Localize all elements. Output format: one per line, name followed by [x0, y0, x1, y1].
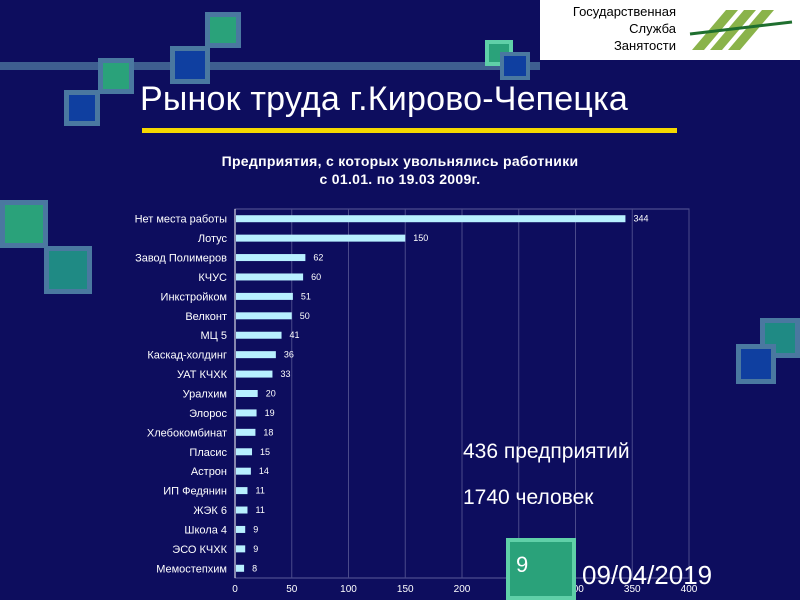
data-label: 33	[280, 369, 290, 379]
org-name-line3: Занятости	[613, 38, 676, 53]
deco-square	[736, 344, 776, 384]
x-tick-label: 200	[454, 584, 471, 595]
bar	[236, 428, 256, 436]
chart-title-line2: с 01.01. по 19.03 2009г.	[319, 171, 481, 187]
bar	[236, 390, 258, 397]
bar	[236, 331, 282, 339]
category-label: Пласис	[189, 447, 227, 459]
bar	[236, 254, 306, 262]
data-label: 14	[259, 466, 269, 476]
x-tick-label: 400	[681, 584, 698, 595]
category-label: Лотус	[198, 233, 228, 245]
bar	[236, 545, 246, 553]
category-label: Школа 4	[184, 524, 227, 536]
category-label: УАТ КЧХК	[177, 369, 228, 381]
category-label: МЦ 5	[201, 330, 227, 342]
category-label: Уралхим	[183, 389, 227, 401]
org-name-line2: Служба	[629, 21, 676, 36]
bar	[236, 564, 245, 572]
bar	[236, 292, 293, 300]
enterprises-count: 436 предприятий	[463, 440, 630, 463]
data-label: 50	[300, 311, 310, 321]
deco-square	[0, 200, 48, 248]
data-label: 36	[284, 350, 294, 360]
category-label: Нет места работы	[135, 214, 228, 226]
deco-square	[98, 58, 134, 94]
bar	[236, 312, 292, 320]
bar	[236, 370, 273, 378]
category-label: Велконт	[185, 311, 227, 323]
data-label: 41	[290, 330, 300, 340]
x-tick-label: 100	[340, 584, 357, 595]
deco-square	[760, 318, 800, 358]
bar	[236, 409, 257, 417]
data-label: 150	[413, 233, 428, 243]
bar	[236, 487, 248, 495]
page-number: 9	[516, 552, 529, 577]
org-logo-icon	[686, 4, 796, 56]
deco-square	[205, 12, 241, 48]
data-label: 9	[253, 524, 258, 534]
org-name-line1: Государственная	[572, 4, 676, 19]
bar	[236, 448, 253, 456]
bar	[236, 273, 304, 281]
bar	[236, 467, 251, 475]
deco-square	[500, 52, 530, 80]
people-count: 1740 человек	[463, 486, 594, 509]
category-label: ЭСО КЧХК	[172, 544, 227, 556]
bar	[236, 506, 248, 514]
category-label: Хлебокомбинат	[147, 427, 227, 439]
bar	[236, 215, 626, 223]
data-label: 62	[313, 253, 323, 263]
category-label: Завод Полимеров	[135, 253, 227, 265]
category-label: КЧУС	[198, 272, 227, 284]
bar	[236, 234, 406, 242]
bar	[236, 525, 246, 533]
category-label: ЖЭК 6	[193, 505, 227, 517]
chart-title-line1: Предприятия, с которых увольнялись работ…	[221, 153, 579, 169]
chart-title: Предприятия, с которых увольнялись работ…	[130, 152, 670, 188]
category-label: ИП Федянин	[163, 486, 227, 498]
data-label: 20	[266, 389, 276, 399]
deco-square	[64, 90, 100, 126]
title-underline	[142, 128, 677, 133]
data-label: 15	[260, 447, 270, 457]
deco-square	[44, 246, 92, 294]
page-title: Рынок труда г.Кирово-Чепецка	[140, 80, 629, 118]
footer-date: 09/04/2019	[582, 560, 713, 590]
data-label: 344	[633, 214, 648, 224]
category-label: Элорос	[189, 408, 227, 420]
category-label: Астрон	[191, 466, 227, 478]
deco-square	[170, 46, 210, 84]
bar	[236, 351, 276, 359]
x-tick-label: 0	[232, 584, 238, 595]
org-name: Государственная Служба Занятости	[546, 3, 676, 54]
x-tick-label: 50	[286, 584, 298, 595]
data-label: 19	[265, 408, 275, 418]
category-label: Каскад-холдинг	[147, 350, 227, 362]
category-label: Мемостепхим	[156, 563, 227, 575]
data-label: 60	[311, 272, 321, 282]
data-label: 8	[252, 563, 257, 573]
x-tick-label: 350	[624, 584, 641, 595]
deco-square	[0, 62, 540, 70]
category-label: Инкстройком	[161, 291, 227, 303]
x-tick-label: 150	[397, 584, 414, 595]
page-number-box	[506, 538, 576, 600]
data-label: 9	[253, 544, 258, 554]
data-label: 11	[255, 505, 264, 515]
data-label: 51	[301, 291, 311, 301]
data-label: 11	[255, 486, 264, 496]
data-label: 18	[263, 427, 273, 437]
